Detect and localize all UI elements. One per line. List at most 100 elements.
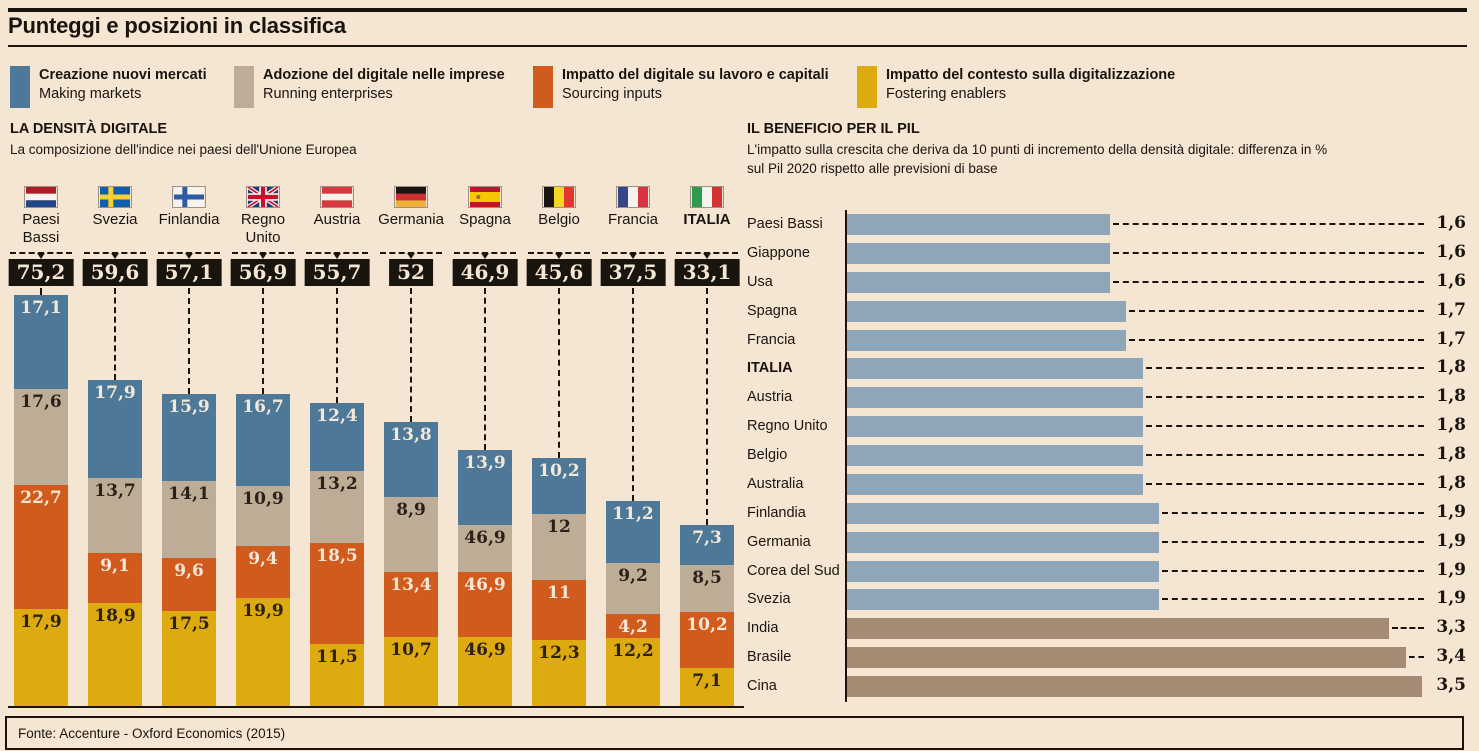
leader-line xyxy=(1146,396,1424,398)
arrow-down-icon xyxy=(37,253,45,259)
country-name: Francia xyxy=(607,211,659,228)
country-name: ITALIA xyxy=(683,211,731,228)
leader-line xyxy=(1146,454,1424,456)
leader-line xyxy=(1113,252,1424,254)
legend-swatch-running-enterprises xyxy=(234,66,254,108)
segment-value-label: 13,2 xyxy=(316,474,358,494)
pil-value: 1,6 xyxy=(1436,213,1466,233)
leader-line xyxy=(1146,483,1424,485)
score-badge: 57,1 xyxy=(156,259,222,286)
pil-value: 1,8 xyxy=(1436,357,1466,377)
segment-value-label: 8,9 xyxy=(396,500,426,520)
leader-line xyxy=(1409,656,1424,658)
flag-nl-icon xyxy=(24,186,58,208)
pil-value: 1,9 xyxy=(1436,560,1466,580)
page-title: Punteggi e posizioni in classifica xyxy=(8,13,346,38)
country-name: Austria xyxy=(313,211,361,228)
country-label: Giappone xyxy=(747,245,810,261)
flag-se-icon xyxy=(98,186,132,208)
bar-segment: 12,3 xyxy=(532,640,586,707)
header-dash xyxy=(84,252,146,259)
segment-value-label: 9,6 xyxy=(174,561,204,581)
legend-subtitle: Making markets xyxy=(39,86,142,102)
dashed-connector xyxy=(706,288,708,525)
leader-line xyxy=(1113,281,1424,283)
segment-value-label: 13,9 xyxy=(464,453,506,473)
segment-value-label: 19,9 xyxy=(242,601,284,621)
segment-value-label: 11,5 xyxy=(316,647,358,667)
header-dash xyxy=(602,252,664,259)
segment-value-label: 4,2 xyxy=(618,617,648,637)
pil-value: 1,9 xyxy=(1436,531,1466,551)
bar-segment: 12 xyxy=(532,514,586,580)
country-label: Austria xyxy=(747,389,793,405)
country-label: Usa xyxy=(747,274,773,290)
flag-at-icon xyxy=(320,186,354,208)
pil-section-header: IL BENEFICIO PER IL PIL L'impatto sulla … xyxy=(747,121,1471,178)
bar-segment: 10,2 xyxy=(532,458,586,514)
segment-value-label: 14,1 xyxy=(168,484,210,504)
pil-value: 1,6 xyxy=(1436,242,1466,262)
bar-segment: 11,5 xyxy=(310,644,364,707)
leader-line xyxy=(1129,339,1424,341)
header-dash xyxy=(528,252,590,259)
arrow-down-icon xyxy=(259,253,267,259)
pil-bar xyxy=(847,618,1389,639)
bar-segment: 17,1 xyxy=(14,295,68,389)
legend-title: Creazione nuovi mercati xyxy=(39,67,207,83)
pil-value: 1,9 xyxy=(1436,502,1466,522)
country-name: Belgio xyxy=(538,211,580,228)
segment-value-label: 13,8 xyxy=(390,425,432,445)
legend-title: Impatto del contesto sulla digitalizzazi… xyxy=(886,67,1176,83)
dashed-connector xyxy=(484,288,486,450)
legend-title: Impatto del digitale su lavoro e capital… xyxy=(562,67,829,83)
pil-bar xyxy=(847,676,1422,697)
legend-swatch-making-markets xyxy=(10,66,30,108)
bar-segment: 7,3 xyxy=(680,525,734,565)
flag-fi-icon xyxy=(172,186,206,208)
leader-line xyxy=(1129,310,1424,312)
segment-value-label: 16,7 xyxy=(242,397,284,417)
legend-swatch-sourcing-inputs xyxy=(533,66,553,108)
stacked-bar: 16,7 10,9 9,4 19,9 xyxy=(236,394,290,707)
density-section-header: LA DENSITÀ DIGITALE La composizione dell… xyxy=(10,121,710,160)
score-badge: 75,2 xyxy=(8,259,74,286)
country-label: Regno Unito xyxy=(747,418,828,434)
bar-segment: 8,5 xyxy=(680,565,734,612)
bar-segment: 9,6 xyxy=(162,558,216,611)
leader-line xyxy=(1113,223,1424,225)
arrow-down-icon xyxy=(703,253,711,259)
bar-segment: 12,4 xyxy=(310,403,364,471)
segment-value-label: 10,9 xyxy=(242,489,284,509)
pil-subheading: L'impatto sulla crescita che deriva da 1… xyxy=(747,142,1328,176)
stacked-bar: 17,9 13,7 9,1 18,9 xyxy=(88,380,142,707)
segment-value-label: 17,5 xyxy=(168,614,210,634)
pil-bar xyxy=(847,272,1110,293)
country-name: Regno Unito xyxy=(240,211,286,246)
pil-bar xyxy=(847,561,1159,582)
segment-value-label: 17,6 xyxy=(20,392,62,412)
bar-segment: 18,5 xyxy=(310,543,364,644)
country-label: Corea del Sud xyxy=(747,563,840,579)
score-badge: 52 xyxy=(389,259,433,286)
pil-bar xyxy=(847,503,1159,524)
segment-value-label: 12 xyxy=(547,517,571,537)
stacked-bar: 13,8 8,9 13,4 10,7 xyxy=(384,422,438,707)
legend-subtitle: Sourcing inputs xyxy=(562,86,662,102)
bar-segment: 13,8 xyxy=(384,422,438,497)
score-badge: 37,5 xyxy=(600,259,666,286)
segment-value-label: 13,7 xyxy=(94,481,136,501)
pil-value: 1,8 xyxy=(1436,415,1466,435)
bar-segment: 22,7 xyxy=(14,485,68,609)
segment-value-label: 10,2 xyxy=(686,615,728,635)
country-label: Cina xyxy=(747,678,777,694)
segment-value-label: 11,2 xyxy=(612,504,654,524)
bar-segment: 11 xyxy=(532,580,586,640)
segment-value-label: 17,9 xyxy=(94,383,136,403)
bar-segment: 9,1 xyxy=(88,553,142,603)
country-label: Svezia xyxy=(747,591,791,607)
score-badge: 46,9 xyxy=(452,259,518,286)
stacked-bar: 11,2 9,2 4,2 12,2 xyxy=(606,501,660,707)
header-dash xyxy=(676,252,738,259)
